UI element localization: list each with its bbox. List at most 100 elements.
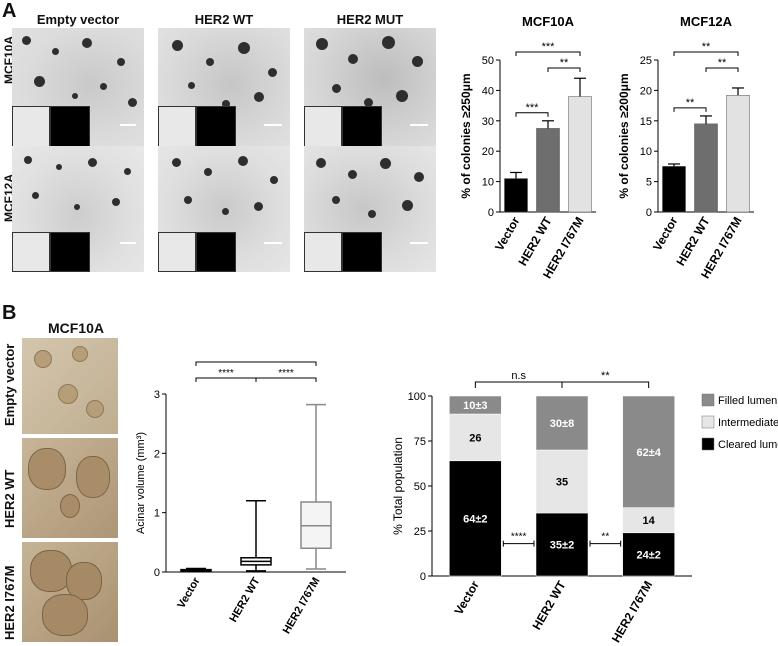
y-tick-label: 100 [408,391,426,403]
significance-bracket [561,381,650,388]
bar [726,95,750,213]
significance-label: ** [702,41,711,53]
micrograph-mcf10a-empty-vector [12,28,144,154]
stack-segment [449,413,502,462]
significance-bracket [705,67,739,72]
inset-brightfield [158,232,196,272]
x-tick-label: HER2 WT [529,578,568,632]
segment-label: 10±3 [463,400,487,412]
micrograph-mcf12a-her2-mut [304,146,436,272]
column-header-her2-wt: HER2 WT [194,12,254,27]
row-label-her2-wt: HER2 WT [2,469,17,529]
bar-chart-mcf10a: MCF10A 0 10 20 30 40 50 % of colonies ≥250μm Vec… [459,14,596,281]
stack-segment [449,460,502,577]
y-tick-label: 0 [154,567,160,579]
y-tick-label: 20 [482,146,494,158]
legend-swatch [701,393,715,407]
gap-significance-label: **** [511,532,527,543]
micrograph-mcf10a-her2-wt [158,28,290,154]
legend-label: Intermediate [718,417,778,429]
significance-bracket [547,67,581,72]
panel-b-letter: B [2,302,17,324]
y-tick-label: 2 [154,448,160,460]
box-plot-acinar-volume: 0 1 2 3 Acinar volume (mm³) Vector HER2 WT HER2… [135,360,346,637]
y-tick-label: 20 [640,85,652,97]
segment-label: 62±4 [636,447,661,459]
photo-her2-i767m [22,542,118,642]
row-label-empty-vector: Empty vector [2,343,17,426]
legend-label: Cleared lumen [718,439,778,451]
y-tick-label: 0 [646,207,652,219]
y-tick-label: 10 [640,146,652,158]
micrograph-mcf12a-her2-wt [158,146,290,272]
inset-brightfield [304,232,342,272]
y-tick-label: 25 [640,55,652,67]
gap-significance-bracket [502,540,535,547]
significance-bracket [255,377,317,382]
y-axis-label: Acinar volume (mm³) [135,432,147,534]
scale-bar [410,124,428,126]
y-tick-label: 0 [488,207,494,219]
significance-label: **** [248,360,264,363]
significance-bracket [515,51,581,56]
significance-label: **** [218,368,234,379]
row-label-her2-i767m: HER2 I767M [2,565,17,640]
y-tick-label: 40 [482,85,494,97]
micrograph-mcf12a-empty-vector [12,146,144,272]
significance-bracket [474,381,563,388]
column-header-her2-mut: HER2 MUT [336,12,404,27]
bar [662,166,686,213]
segment-label: 14 [643,515,656,527]
stack-segment [535,395,589,451]
inset-brightfield [158,106,196,152]
stack-segment [622,507,675,534]
y-tick-label: 30 [482,116,494,128]
significance-label: **** [278,368,294,379]
chart-title: MCF12A [680,14,733,29]
scale-bar [120,242,136,244]
bar [536,128,560,213]
segment-label: 24±2 [636,549,660,561]
scale-bar [264,124,282,126]
bar [694,123,718,213]
y-axis-label: % of colonies ≥200μm [617,73,631,198]
x-tick-label: HER2 WT [227,575,262,624]
bar [504,178,528,213]
segment-label: 64±2 [463,513,487,525]
photo-her2-wt [22,438,118,538]
x-tick-label: Vector [451,578,482,617]
legend-swatch [701,415,715,429]
legend-label: Filled lumen [718,395,777,407]
y-tick-label: 3 [154,389,160,401]
significance-label: *** [542,41,556,53]
y-tick-label: 10 [482,177,494,189]
stack-segment [535,449,589,514]
photo-empty-vector [22,338,118,434]
x-tick-label: Vector [492,214,523,253]
segment-label: 35±2 [550,540,574,552]
significance-label: ** [718,57,727,69]
scale-bar [410,242,428,244]
significance-label: ** [686,97,695,109]
panel-a-letter: A [2,0,17,22]
inset-brightfield [12,232,50,272]
y-tick-label: 1 [154,508,160,520]
significance-label: n.s [511,370,526,382]
y-tick-label: 25 [414,526,426,538]
significance-label: ** [601,370,610,382]
significance-bracket [195,361,317,366]
y-tick-label: 75 [414,436,426,448]
micrograph-mcf10a-her2-mut [304,28,436,154]
inset-fluorescence [50,232,90,272]
segment-label: 26 [469,432,481,444]
y-tick-label: 50 [414,481,426,493]
y-axis-label: % of colonies ≥250μm [459,73,473,198]
stack-segment [449,395,502,415]
panel-b-title: MCF10A [47,320,104,336]
bar [568,96,592,213]
inset-fluorescence [342,106,382,152]
stack-segment [622,395,675,508]
gap-significance-label: ** [601,532,609,543]
x-tick-label: HER2 I767M [281,576,323,637]
x-tick-label: Vector [175,575,203,611]
